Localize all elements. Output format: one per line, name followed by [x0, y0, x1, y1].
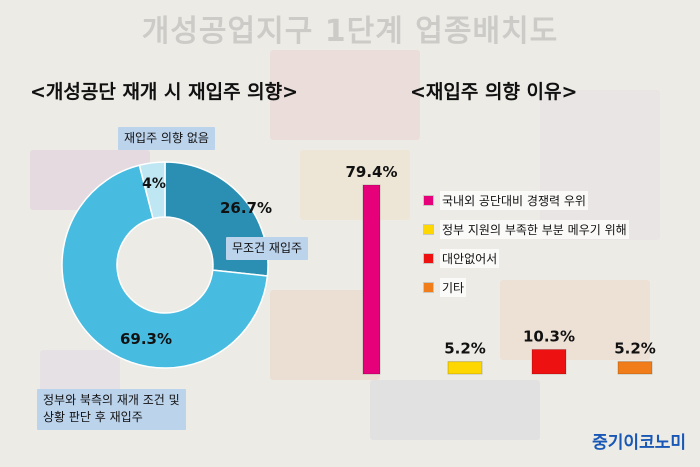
bar-chart-title: <재입주 의향 이유> — [410, 81, 578, 103]
legend-item-4: 기타 — [424, 273, 629, 302]
legend-label: 대안없어서 — [440, 249, 500, 268]
legend-swatch — [424, 254, 433, 263]
map-title: 개성공업지구 1단계 업종배치도 — [141, 14, 559, 49]
bar-value-label: 5.2% — [614, 340, 656, 358]
donut-slice-label: 69.3% — [120, 330, 172, 348]
legend-swatch — [424, 225, 433, 234]
legend-swatch — [424, 283, 433, 292]
donut-slice — [61, 164, 269, 369]
legend-label: 국내외 공단대비 경쟁력 우위 — [440, 191, 588, 210]
bar-value-label: 79.4% — [345, 163, 397, 181]
legend-swatch — [424, 196, 433, 205]
bar — [531, 348, 567, 375]
donut-slice-label: 26.7% — [220, 199, 272, 217]
bar — [362, 184, 381, 375]
donut-slice-label: 4% — [142, 176, 166, 192]
bar-legend: 국내외 공단대비 경쟁력 우위 정부 지원의 부족한 부분 메우기 위해 대안없… — [424, 186, 629, 302]
legend-item-3: 대안없어서 — [424, 244, 629, 273]
legend-label: 정부 지원의 부족한 부분 메우기 위해 — [440, 220, 629, 239]
callout-unconditional: 무조건 재입주 — [226, 237, 309, 261]
donut-slice — [138, 161, 166, 220]
brand-logo: 중기이코노미 — [592, 433, 686, 453]
callout-no-reentry: 재입주 의향 없음 — [118, 127, 215, 151]
callout-conditional: 정부와 북측의 재개 조건 및 상황 판단 후 재입주 — [37, 389, 186, 430]
bar-value-label: 10.3% — [523, 327, 575, 345]
legend-label: 기타 — [440, 278, 467, 297]
callout-conditional-line1: 정부와 북측의 재개 조건 및 — [43, 393, 180, 407]
donut-chart-title: <개성공단 재개 시 재입주 의향> — [30, 81, 299, 103]
bar-value-label: 5.2% — [444, 340, 486, 358]
legend-item-2: 정부 지원의 부족한 부분 메우기 위해 — [424, 215, 629, 244]
callout-conditional-line2: 상황 판단 후 재입주 — [43, 410, 143, 425]
legend-item-1: 국내외 공단대비 경쟁력 우위 — [424, 186, 629, 215]
bar — [617, 361, 653, 375]
bar — [447, 361, 483, 375]
